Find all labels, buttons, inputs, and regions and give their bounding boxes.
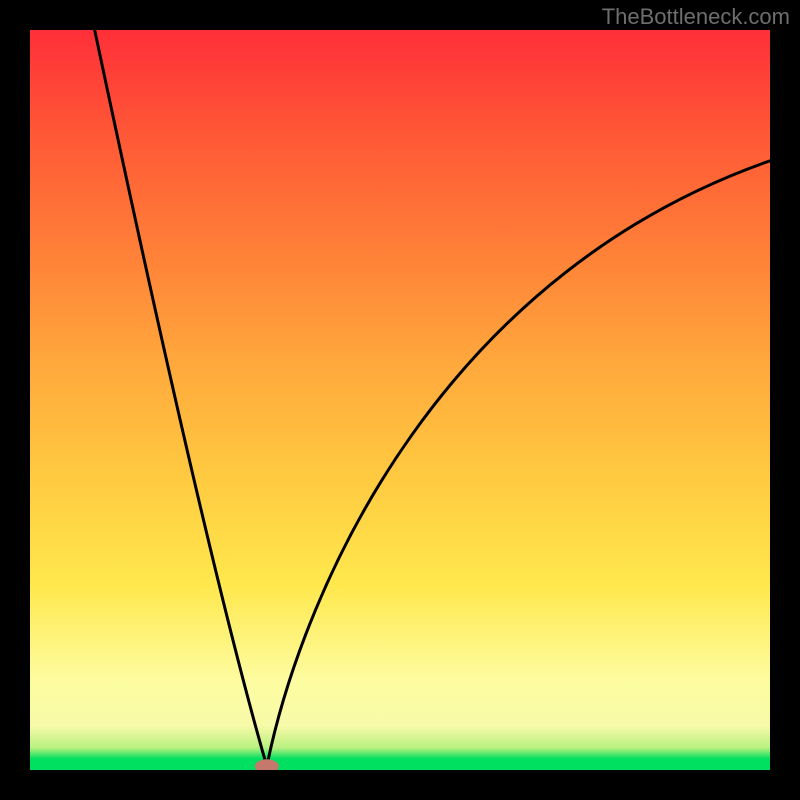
watermark-text: TheBottleneck.com	[602, 4, 790, 30]
chart-frame: TheBottleneck.com	[0, 0, 800, 800]
bottleneck-chart	[0, 0, 800, 800]
plot-background-gradient	[30, 30, 770, 770]
